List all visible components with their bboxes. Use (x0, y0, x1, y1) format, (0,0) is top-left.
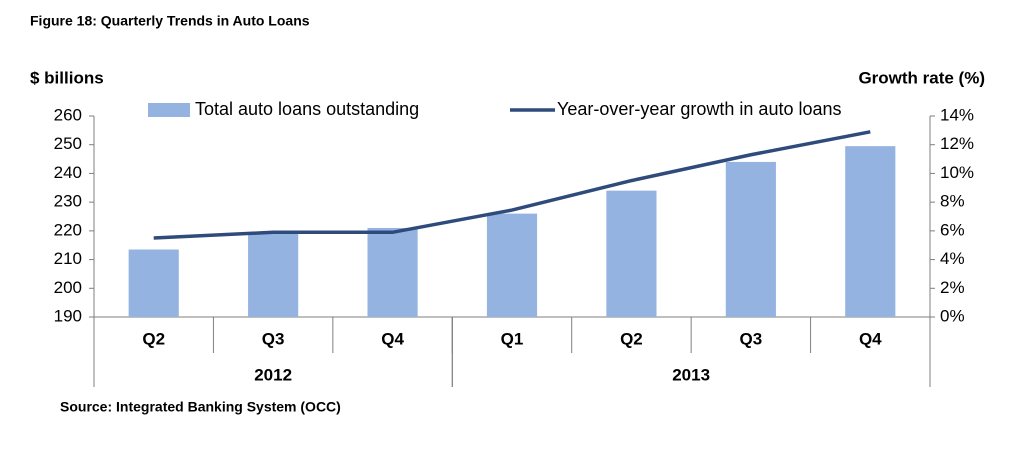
y-tick-label: 200 (54, 278, 82, 297)
y2-tick-label: 2% (940, 278, 965, 297)
bar (845, 146, 896, 317)
y2-tick-label: 14% (940, 105, 974, 124)
y-tick-label: 230 (54, 192, 82, 211)
x-tick-label: Q1 (501, 329, 524, 348)
y-tick-label: 240 (54, 163, 82, 182)
bar (725, 161, 776, 317)
y-tick-label: 210 (54, 249, 82, 268)
y2-tick-label: 8% (940, 192, 965, 211)
bar (486, 213, 538, 317)
y2-tick-label: 12% (940, 134, 974, 153)
x-tick-label: Q3 (262, 329, 285, 348)
legend-label: Year-over-year growth in auto loans (557, 99, 842, 119)
legend-swatch (148, 103, 190, 117)
y-tick-label: 250 (54, 134, 82, 153)
y-tick-label: 260 (54, 105, 82, 124)
chart-title: Figure 18: Quarterly Trends in Auto Loan… (30, 13, 310, 29)
legend-label: Total auto loans outstanding (195, 99, 419, 119)
x-tick-label: Q4 (859, 329, 882, 348)
bar (248, 232, 299, 317)
line (153, 130, 871, 240)
y-tick-label: 190 (54, 306, 82, 325)
bar (606, 190, 657, 317)
y2-tick-label: 10% (940, 163, 974, 182)
bar (367, 227, 418, 317)
group-label: 2013 (672, 365, 710, 384)
group-label: 2012 (254, 365, 292, 384)
x-tick-label: Q3 (740, 329, 763, 348)
x-tick-label: Q2 (620, 329, 643, 348)
y2-tick-label: 6% (940, 220, 965, 239)
y2-tick-label: 0% (940, 306, 965, 325)
x-tick-label: Q4 (381, 329, 404, 348)
y2-tick-label: 4% (940, 249, 965, 268)
y2-axis-title: Growth rate (%) (858, 68, 985, 87)
source-note: Source: Integrated Banking System (OCC) (60, 399, 341, 415)
y-axis-title: $ billions (30, 68, 104, 87)
bar (128, 249, 179, 317)
x-tick-label: Q2 (142, 329, 165, 348)
y-tick-label: 220 (54, 220, 82, 239)
